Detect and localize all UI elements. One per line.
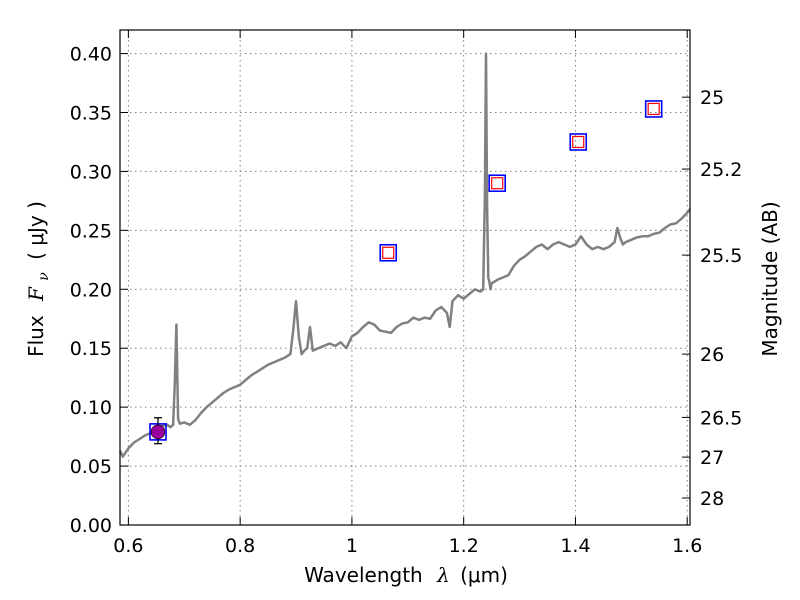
- y-tick-label: 0.35: [70, 103, 112, 125]
- y-tick-label: 0.25: [70, 220, 112, 242]
- y-tick-label: 0.40: [70, 44, 112, 66]
- x-axis-label-unit: (μm): [460, 563, 508, 587]
- photometry-square-inner: [572, 135, 585, 149]
- y-axis-label: Flux F ν ( μJy ): [24, 201, 53, 357]
- right-tick-label: 28: [700, 488, 724, 510]
- photometry-square-inner: [647, 102, 660, 116]
- x-tick-label: 1: [346, 535, 358, 557]
- y-axis-right: 25 25.2 25.5 26 26.5 27 28: [682, 87, 742, 510]
- y-tick-label: 0.00: [70, 515, 112, 537]
- x-axis: 0.6 0.8 1 1.2 1.4 1.6: [113, 30, 702, 557]
- measured-point: [150, 424, 166, 440]
- x-tick-label: 0.8: [225, 535, 255, 557]
- photometry-square-outer: [569, 133, 588, 151]
- y-tick-label: 0.15: [70, 338, 112, 360]
- right-tick-label: 25: [700, 87, 724, 109]
- x-axis-label: Wavelength λ (μm): [304, 563, 508, 587]
- y-tick-label: 0.30: [70, 161, 112, 183]
- y-axis-left: 0.00 0.05 0.10 0.15 0.20 0.25 0.30 0.35 0.40: [70, 44, 128, 537]
- photometry-square-inner: [382, 246, 395, 259]
- y-axis-label-symbol: F: [24, 286, 48, 302]
- right-tick-label: 26: [700, 344, 724, 366]
- y-tick-label: 0.05: [70, 456, 112, 478]
- photometry-square-outer: [488, 174, 507, 193]
- x-axis-label-text: Wavelength: [304, 563, 423, 587]
- photometry-square-inner: [491, 177, 504, 190]
- x-axis-label-symbol: λ: [436, 563, 450, 587]
- x-tick-label: 0.6: [113, 535, 143, 557]
- plot-frame: [119, 29, 691, 526]
- right-tick-label: 25.5: [700, 245, 742, 267]
- x-tick-label: 1.2: [449, 535, 479, 557]
- right-tick-label: 26.5: [700, 407, 742, 429]
- y-tick-label: 0.20: [70, 279, 112, 301]
- photometry-square-outer: [379, 243, 398, 262]
- y-tick-label: 0.10: [70, 397, 112, 419]
- y-axis-label-subscript: ν: [36, 272, 52, 281]
- grid-lines: [120, 30, 690, 526]
- right-tick-label: 27: [700, 447, 724, 469]
- photometry-square-outer: [644, 100, 663, 118]
- x-tick-label: 1.6: [672, 535, 702, 557]
- y-axis-right-label: Magnitude (AB): [758, 201, 782, 356]
- spectrum-line: [118, 52, 691, 458]
- right-tick-label: 25.2: [700, 159, 742, 181]
- series-layer: [118, 52, 691, 458]
- x-tick-label: 1.4: [560, 535, 590, 557]
- y-axis-label-text: Flux: [24, 315, 48, 357]
- y-axis-label-unit: ( μJy ): [24, 201, 48, 260]
